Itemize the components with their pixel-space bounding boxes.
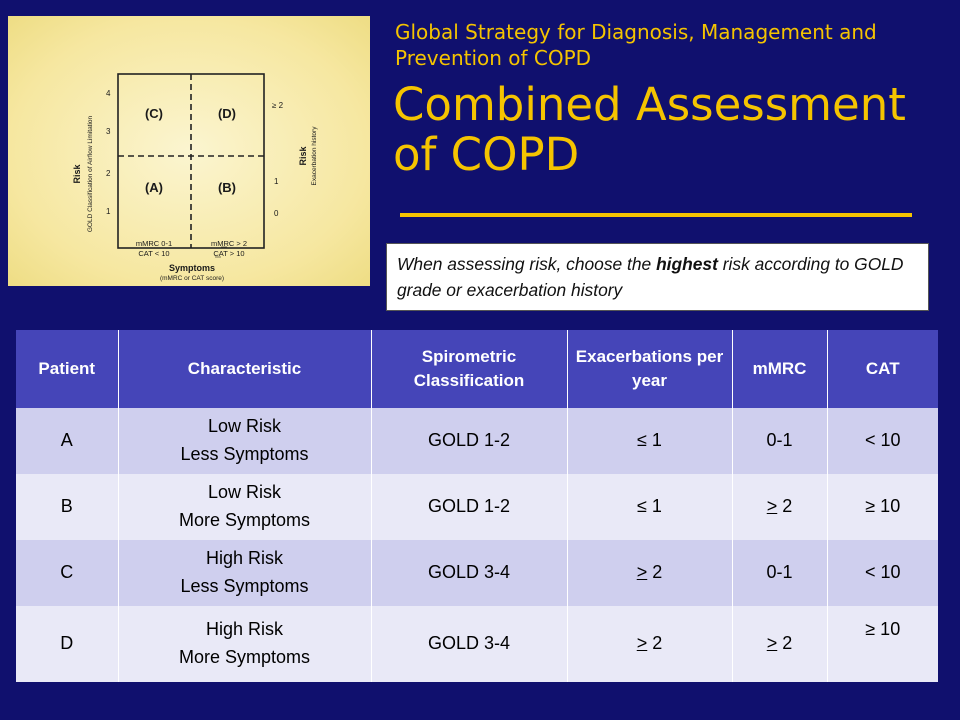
cell-characteristic: Low Risk Less Symptoms (118, 408, 372, 474)
x-axis-subtitle: (mMRC or CAT score) (160, 275, 224, 282)
cell-mmrc: > 2 (732, 606, 828, 682)
risk-level: Low Risk (207, 482, 282, 503)
cell-exacerbations: > 2 (567, 606, 733, 682)
header-spirometric: Spirometric Classification (371, 330, 568, 408)
cell-patient: A (16, 408, 119, 474)
quadrant-d-label: (D) (218, 106, 236, 121)
left-tick-2: 2 (106, 169, 111, 178)
cell-patient: B (16, 474, 119, 540)
risk-level: High Risk (205, 548, 284, 569)
cell-cat: ≥ 10 (827, 606, 938, 682)
table-row: A Low Risk Less Symptoms GOLD 1-2 ≤ 1 0-1… (16, 408, 938, 474)
cell-characteristic: Low Risk More Symptoms (118, 474, 372, 540)
cell-exacerbations: ≤ 1 (567, 408, 733, 474)
right-tick-ge2: ≥ 2 (272, 101, 284, 110)
exacerbations-value: > 2 (636, 633, 663, 654)
header-characteristic: Characteristic (118, 330, 372, 408)
risk-note: When assessing risk, choose the highest … (386, 243, 929, 311)
table-row: B Low Risk More Symptoms GOLD 1-2 ≤ 1 > 2… (16, 474, 938, 540)
right-tick-0: 0 (274, 209, 279, 218)
note-text-before: When assessing risk, choose the (397, 254, 657, 274)
quadrant-c-label: (C) (145, 106, 163, 121)
cell-characteristic: High Risk More Symptoms (118, 606, 372, 682)
header-mmrc: mMRC (732, 330, 828, 408)
symptom-level: More Symptoms (178, 647, 311, 667)
left-axis-subtitle: GOLD Classification of Airflow Limitatio… (87, 115, 94, 232)
table-header-row: Patient Characteristic Spirometric Class… (16, 330, 938, 408)
header-exacerbations: Exacerbations per year (567, 330, 733, 408)
bottom-left-line-1: mMRC 0-1 (136, 239, 172, 248)
symptom-level: Less Symptoms (180, 444, 309, 464)
risk-level: Low Risk (207, 416, 282, 437)
cell-exacerbations: > 2 (567, 540, 733, 606)
exacerbations-value: > 2 (636, 562, 663, 583)
note-emphasis: highest (656, 254, 718, 274)
risk-level: High Risk (205, 619, 284, 640)
cell-cat: < 10 (827, 408, 938, 474)
cell-cat: < 10 (827, 540, 938, 606)
cell-exacerbations: ≤ 1 (567, 474, 733, 540)
left-axis-title: Risk (72, 164, 82, 184)
cell-mmrc: > 2 (732, 474, 828, 540)
cell-gold: GOLD 3-4 (371, 540, 568, 606)
cell-mmrc: 0-1 (732, 408, 828, 474)
quadrant-a-label: (A) (145, 180, 163, 195)
quadrant-frame (117, 73, 265, 249)
note-text-after: risk according to GOLD grade or exacerba… (397, 254, 904, 301)
cell-gold: GOLD 1-2 (371, 474, 568, 540)
cell-patient: C (16, 540, 119, 606)
mmrc-value: > 2 (766, 496, 793, 517)
header-patient: Patient (16, 330, 119, 408)
bottom-right-line-2: CAT > 10 (213, 249, 244, 258)
title-underline (400, 213, 912, 217)
mmrc-value: > 2 (766, 633, 793, 654)
right-axis-subtitle: Exacerbation history (311, 126, 318, 186)
x-axis-title: Symptoms (169, 263, 215, 273)
cell-patient: D (16, 606, 119, 682)
slide-subtitle: Global Strategy for Diagnosis, Managemen… (395, 20, 877, 70)
assessment-diagram: (C) (D) (A) (B) 4 3 2 1 ≥ 2 1 0 Risk GOL… (8, 16, 370, 286)
cell-gold: GOLD 3-4 (371, 606, 568, 682)
left-tick-1: 1 (106, 207, 111, 216)
header-cat: CAT (827, 330, 938, 408)
table-row: D High Risk More Symptoms GOLD 3-4 > 2 > … (16, 606, 938, 682)
right-axis-title: Risk (298, 146, 308, 166)
symptom-level: More Symptoms (178, 510, 311, 530)
slide-title: Combined Assessment of COPD (393, 78, 906, 182)
bottom-right-line-1: mMRC > 2 (211, 239, 247, 248)
table-row: C High Risk Less Symptoms GOLD 3-4 > 2 0-… (16, 540, 938, 606)
assessment-table: Patient Characteristic Spirometric Class… (16, 330, 938, 682)
right-tick-1: 1 (274, 177, 279, 186)
quadrant-b-label: (B) (218, 180, 236, 195)
cell-cat: ≥ 10 (827, 474, 938, 540)
left-tick-4: 4 (106, 89, 111, 98)
cell-gold: GOLD 1-2 (371, 408, 568, 474)
left-tick-3: 3 (106, 127, 111, 136)
cell-characteristic: High Risk Less Symptoms (118, 540, 372, 606)
symptom-level: Less Symptoms (180, 576, 309, 596)
cell-mmrc: 0-1 (732, 540, 828, 606)
bottom-left-line-2: CAT < 10 (138, 249, 169, 258)
